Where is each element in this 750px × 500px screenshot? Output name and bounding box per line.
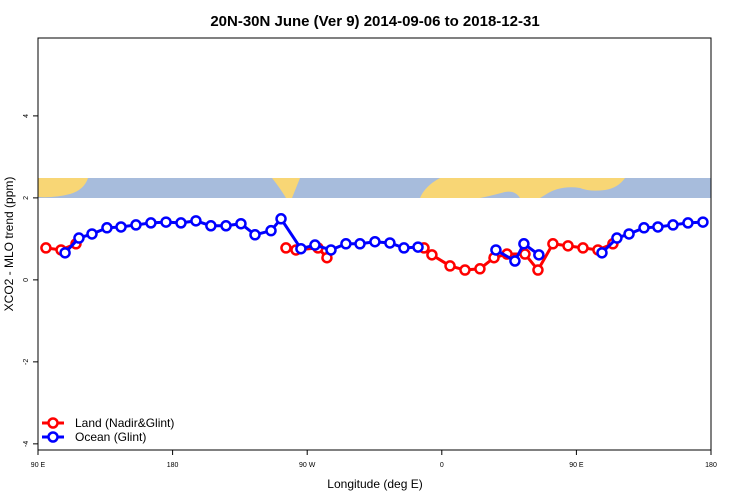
- data-point: [547, 238, 559, 250]
- data-point: [369, 235, 381, 248]
- map-strip: [38, 178, 711, 198]
- x-tick-label: 90 E: [569, 462, 584, 469]
- data-point: [509, 255, 521, 267]
- data-point: [596, 247, 608, 259]
- x-tick-label: 90 E: [31, 462, 46, 469]
- data-point: [532, 264, 544, 276]
- plot-frame: [37, 37, 712, 451]
- data-point: [638, 222, 650, 234]
- data-point: [220, 220, 232, 232]
- data-point: [444, 260, 456, 272]
- y-tick-label: 2: [23, 196, 30, 200]
- data-point: [490, 244, 502, 256]
- data-point: [340, 238, 352, 250]
- legend-marker: [47, 431, 59, 443]
- y-tick-label: -4: [23, 441, 30, 447]
- data-point: [623, 228, 635, 240]
- data-point: [130, 219, 142, 231]
- x-axis-label: Longitude (deg E): [327, 477, 422, 491]
- data-point: [295, 242, 307, 255]
- data-point: [398, 242, 410, 254]
- data-point: [426, 249, 438, 261]
- data-point: [205, 220, 217, 232]
- chart-title: 20N-30N June (Ver 9) 2014-09-06 to 2018-…: [210, 13, 539, 30]
- data-point: [667, 219, 679, 231]
- data-point: [40, 242, 52, 254]
- data-point: [59, 247, 71, 259]
- data-point: [459, 264, 471, 276]
- data-point: [697, 216, 709, 228]
- legend-label: Ocean (Glint): [75, 430, 146, 444]
- data-point: [309, 239, 321, 251]
- data-point: [562, 240, 574, 252]
- data-point: [115, 221, 127, 233]
- data-point: [533, 249, 545, 261]
- data-point: [577, 242, 589, 254]
- data-point: [354, 238, 366, 250]
- data-point: [265, 224, 277, 237]
- x-tick-label: 0: [440, 462, 444, 469]
- data-point: [86, 228, 98, 240]
- y-tick-label: 0: [23, 278, 30, 282]
- data-point: [280, 242, 292, 254]
- data-point: [160, 216, 172, 228]
- data-point: [611, 232, 623, 244]
- data-point: [249, 229, 261, 241]
- data-point: [325, 244, 337, 256]
- y-tick-label: 4: [23, 114, 30, 118]
- data-point: [101, 222, 113, 234]
- data-point: [190, 215, 202, 227]
- data-point: [412, 241, 424, 253]
- data-point: [175, 217, 187, 229]
- x-tick-label: 180: [167, 462, 179, 469]
- data-point: [275, 213, 287, 225]
- data-point: [384, 237, 396, 249]
- x-tick-label: 90 W: [299, 462, 316, 469]
- data-point: [682, 217, 694, 229]
- legend-label: Land (Nadir&Glint): [75, 416, 174, 430]
- data-point: [652, 221, 664, 233]
- data-point: [235, 217, 247, 230]
- y-axis-label: XCO2 - MLO trend (ppm): [2, 177, 16, 312]
- x-tick-label: 180: [705, 462, 717, 469]
- data-point: [518, 238, 530, 250]
- data-point: [474, 263, 486, 275]
- data-point: [145, 217, 157, 229]
- data-point: [519, 248, 531, 260]
- y-tick-label: -2: [23, 359, 30, 365]
- legend-marker: [47, 417, 59, 429]
- data-point: [73, 232, 85, 244]
